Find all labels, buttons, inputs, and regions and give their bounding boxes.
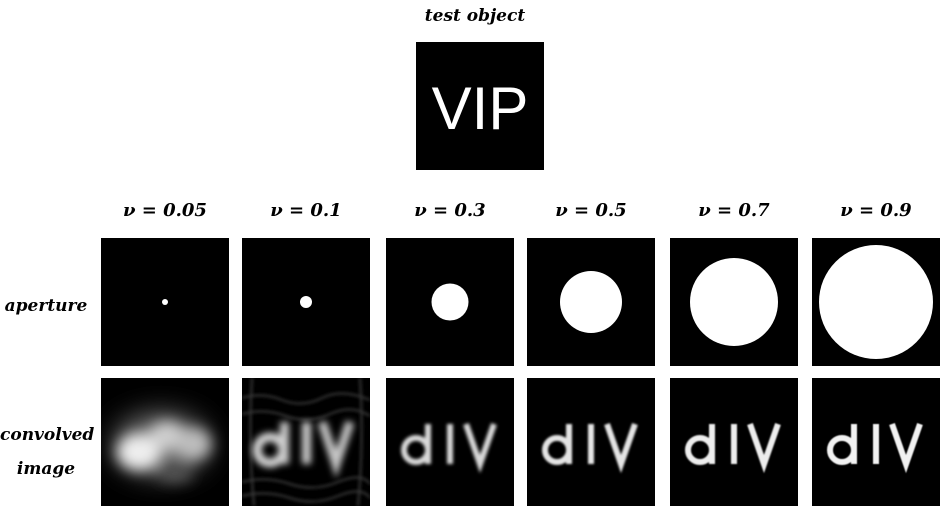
aperture-panel-1: [101, 238, 229, 366]
convolved-panel-4: [527, 378, 655, 506]
convolved-image-4: [527, 378, 655, 506]
convolved-image-2: [242, 378, 370, 506]
convolved-image-1: [101, 378, 229, 506]
row-label-convolved: convolved image: [0, 418, 95, 486]
aperture-panel-3: [386, 238, 514, 366]
convolved-panel-1: [101, 378, 229, 506]
nu-label-5: ν = 0.7: [698, 200, 770, 221]
aperture-disk-4: [560, 271, 622, 333]
test-object-svg: VIP: [416, 42, 544, 170]
convolved-panel-2: [242, 378, 370, 506]
convolved-panel-6: [812, 378, 940, 506]
aperture-panel-6: [812, 238, 940, 366]
convolved-image-6: [812, 378, 940, 506]
aperture-disk-6: [819, 245, 933, 359]
nu-label-1: ν = 0.05: [123, 200, 207, 221]
aperture-disk-5: [690, 258, 778, 346]
aperture-disk-3: [431, 283, 469, 321]
aperture-panel-5: [670, 238, 798, 366]
aperture-disk-2: [300, 296, 312, 308]
row-label-convolved-line1: convolved: [0, 425, 95, 445]
test-object-text: VIP: [432, 75, 529, 142]
figure-title: test object: [424, 6, 526, 26]
row-label-convolved-line2: image: [16, 459, 76, 479]
aperture-disk-1: [162, 299, 168, 305]
convolved-image-5: [670, 378, 798, 506]
aperture-panel-4: [527, 238, 655, 366]
convolved-panel-3: [386, 378, 514, 506]
nu-label-3: ν = 0.3: [414, 200, 486, 221]
aperture-panel-2: [242, 238, 370, 366]
row-label-aperture: aperture: [4, 296, 88, 316]
nu-label-2: ν = 0.1: [270, 200, 342, 221]
convolved-panel-5: [670, 378, 798, 506]
convolved-image-3: [386, 378, 514, 506]
nu-label-4: ν = 0.5: [555, 200, 627, 221]
test-object-image: VIP: [416, 42, 544, 170]
nu-label-6: ν = 0.9: [840, 200, 912, 221]
